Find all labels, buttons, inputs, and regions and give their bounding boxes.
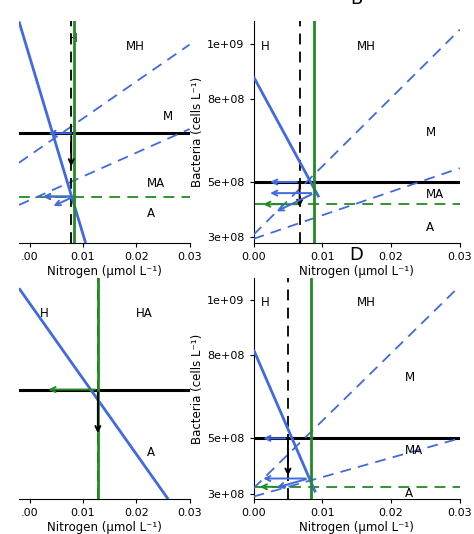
Text: MH: MH	[126, 40, 145, 53]
Text: MA: MA	[405, 444, 423, 457]
Text: MH: MH	[356, 296, 375, 309]
Text: D: D	[350, 246, 364, 264]
Text: MA: MA	[147, 177, 165, 191]
Text: H: H	[69, 32, 77, 45]
X-axis label: Nitrogen (μmol L⁻¹): Nitrogen (μmol L⁻¹)	[299, 265, 414, 278]
Text: A: A	[405, 487, 413, 500]
Y-axis label: Bacteria (cells L⁻¹): Bacteria (cells L⁻¹)	[191, 333, 204, 444]
Text: H: H	[40, 307, 49, 320]
X-axis label: Nitrogen (μmol L⁻¹): Nitrogen (μmol L⁻¹)	[47, 265, 162, 278]
Text: H: H	[261, 296, 269, 309]
Text: B: B	[351, 0, 363, 8]
Text: H: H	[261, 40, 269, 53]
Y-axis label: Bacteria (cells L⁻¹): Bacteria (cells L⁻¹)	[191, 77, 204, 187]
Text: M: M	[425, 125, 436, 139]
Text: MA: MA	[425, 188, 444, 201]
Text: A: A	[147, 446, 155, 459]
X-axis label: Nitrogen (μmol L⁻¹): Nitrogen (μmol L⁻¹)	[299, 521, 414, 534]
Text: A: A	[147, 207, 155, 220]
Text: HA: HA	[137, 307, 153, 320]
X-axis label: Nitrogen (μmol L⁻¹): Nitrogen (μmol L⁻¹)	[47, 521, 162, 534]
Text: M: M	[405, 371, 415, 384]
Text: A: A	[425, 221, 433, 234]
Text: MH: MH	[356, 40, 375, 53]
Text: M: M	[163, 110, 173, 123]
